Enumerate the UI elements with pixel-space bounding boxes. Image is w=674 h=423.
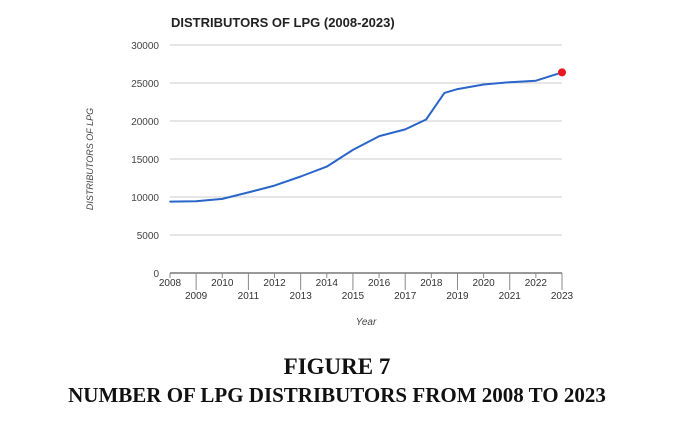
data-point <box>456 88 459 90</box>
x-tick-label: 2020 <box>472 278 495 289</box>
y-axis-title: DISTRIBUTORS OF LPG <box>85 108 95 210</box>
x-tick-label: 2014 <box>316 278 339 289</box>
data-point <box>273 184 276 187</box>
data-point <box>535 79 537 82</box>
x-tick-label: 2013 <box>290 291 313 302</box>
y-tick-label: 0 <box>153 269 159 280</box>
series-line <box>169 71 563 203</box>
figure-label: FIGURE 7 <box>283 354 391 379</box>
x-tick-label: 2012 <box>263 278 286 289</box>
data-point <box>326 165 328 168</box>
x-tick-label: 2011 <box>238 291 260 302</box>
data-point <box>221 198 224 200</box>
x-tick-label: 2023 <box>551 291 574 302</box>
highlighted-point <box>558 68 566 77</box>
y-tick-label: 15000 <box>131 155 159 166</box>
data-point <box>482 83 485 86</box>
chart-title: DISTRIBUTORS OF LPG (2008-2023) <box>171 15 395 30</box>
data-point <box>169 200 171 203</box>
x-tick-label: 2010 <box>211 278 234 289</box>
data-point <box>508 81 511 84</box>
x-tick-label: 2019 <box>446 291 469 302</box>
figure-title: NUMBER OF LPG DISTRIBUTORS FROM 2008 TO … <box>68 383 606 407</box>
x-tick-label: 2017 <box>394 291 417 302</box>
data-point <box>443 92 446 94</box>
y-tick-label: 30000 <box>131 41 159 52</box>
data-point <box>352 149 354 151</box>
x-tick-label: 2021 <box>499 291 522 302</box>
x-axis-title: Year <box>356 317 377 328</box>
x-tick-label: 2018 <box>420 278 443 289</box>
x-tick-label: 2022 <box>525 278 548 289</box>
x-tick-label: 2015 <box>342 291 365 302</box>
y-tick-label: 5000 <box>137 231 160 242</box>
y-tick-label: 10000 <box>131 193 159 204</box>
y-tick-label: 25000 <box>131 79 159 90</box>
data-point <box>404 128 407 131</box>
line-chart: DISTRIBUTORS OF LPG (2008-2023) 0 5000 1000… <box>85 15 574 328</box>
y-tick-label: 20000 <box>131 117 159 128</box>
data-point <box>247 191 250 194</box>
data-point <box>195 200 197 202</box>
x-tick-label: 2009 <box>185 291 208 302</box>
data-point <box>378 135 380 137</box>
x-tick-label: 2016 <box>368 278 391 289</box>
data-point <box>425 118 427 121</box>
data-point <box>299 175 302 178</box>
x-tick-label: 2008 <box>159 278 182 289</box>
